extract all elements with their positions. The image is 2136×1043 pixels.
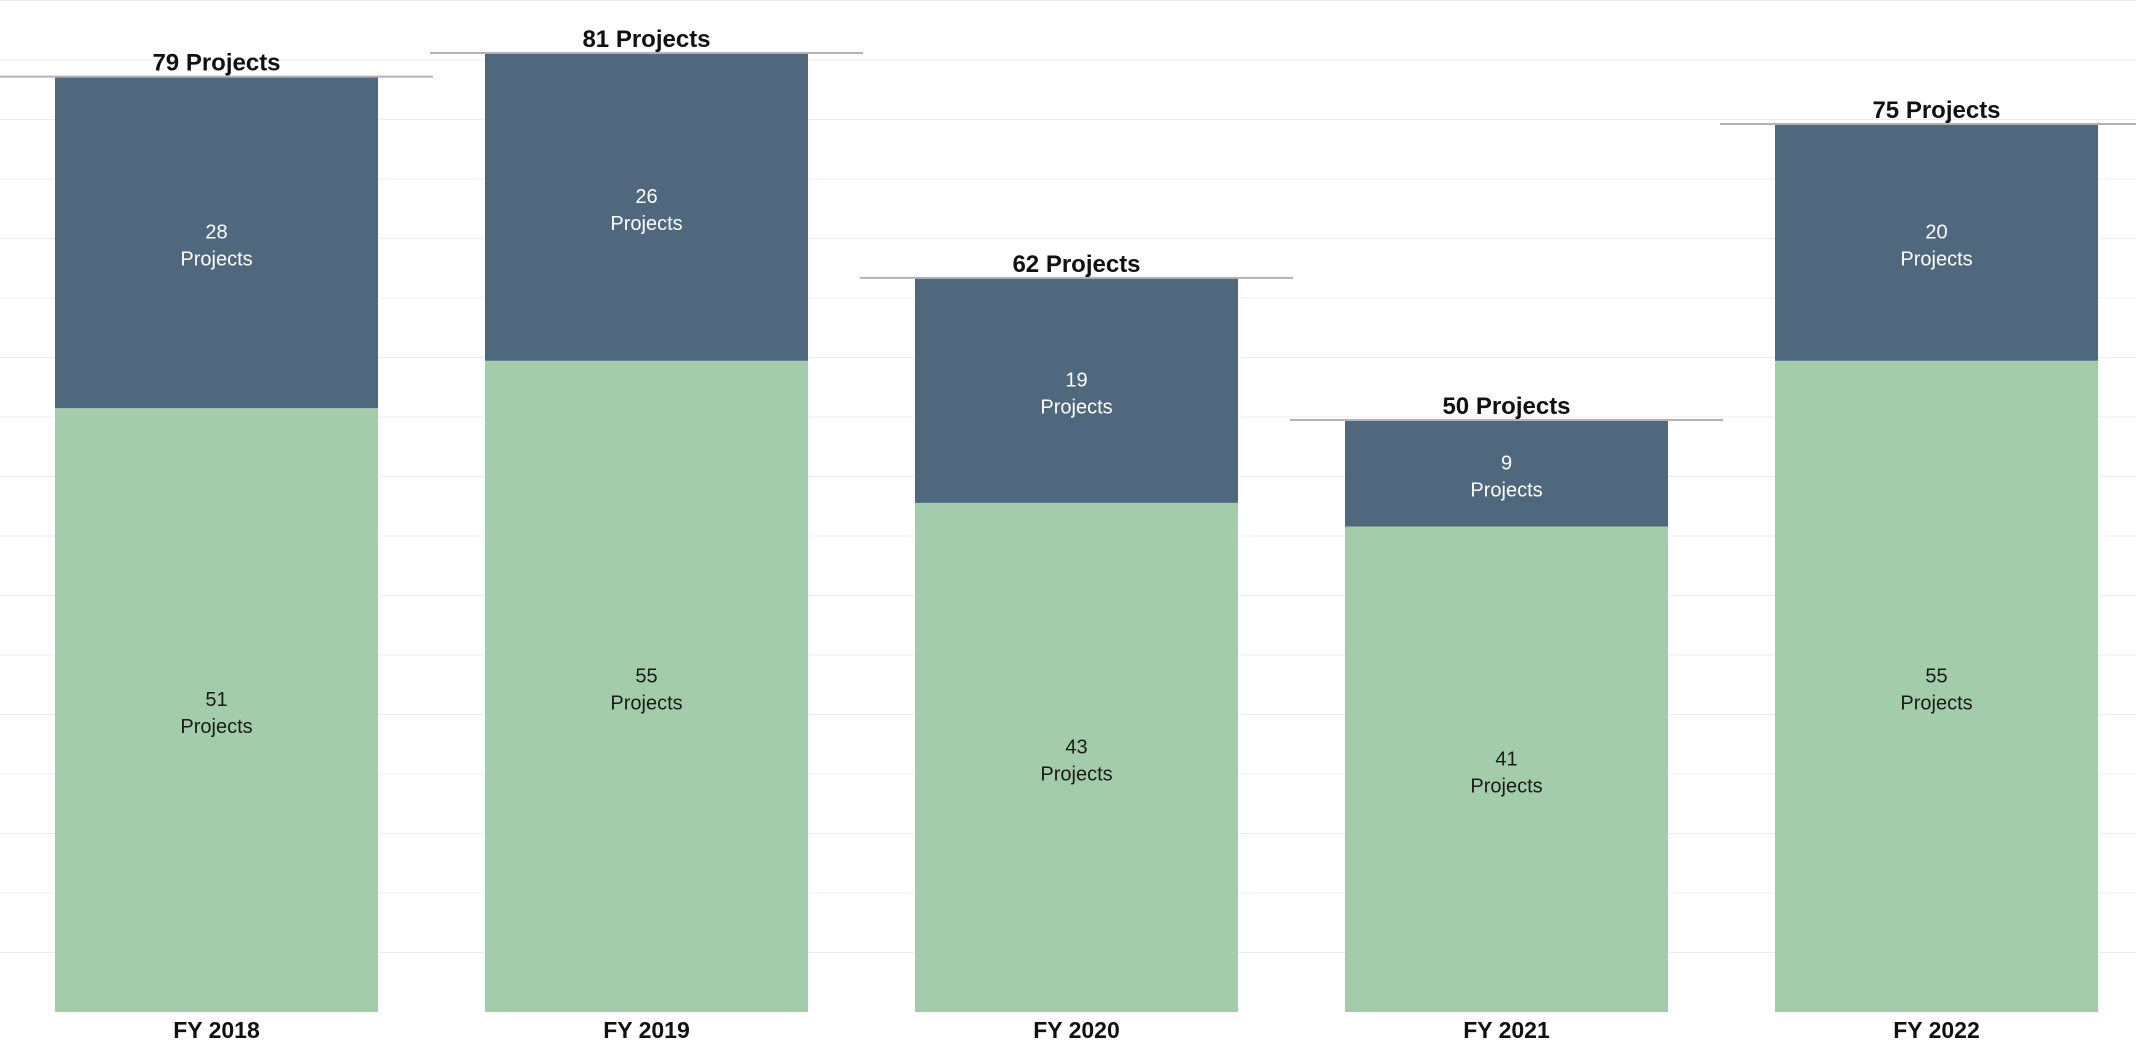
bar-segment-fy-2022-lower [1775,360,2098,1012]
segment-unit-label: Projects [1900,692,1972,714]
total-label: 62 Projects [1012,251,1140,278]
bar-segment-fy-2020-lower [915,502,1238,1012]
labels: 51 Projects 28 Projects 79 Projects FY 2018 55… [0,26,2136,1043]
total-label: 81 Projects [582,26,710,53]
segment-unit-label: Projects [610,692,682,714]
bars [55,52,2098,1012]
segment-unit-label: Projects [610,213,682,235]
bar-segment-fy-2019-lower [485,360,808,1012]
segment-unit-label: Projects [180,248,252,270]
segment-value-label: 51 [205,689,227,711]
bar-segment-fy-2022-upper [1775,124,2098,361]
bar-segment-fy-2018-lower [55,408,378,1012]
total-label: 50 Projects [1442,393,1570,420]
total-label: 75 Projects [1872,97,2000,124]
bar-segment-fy-2021-lower [1345,526,1668,1012]
total-label: 79 Projects [152,50,280,77]
segment-value-label: 28 [205,221,227,243]
segment-value-label: 43 [1065,736,1087,758]
segment-unit-label: Projects [1470,479,1542,501]
segment-unit-label: Projects [1900,248,1972,270]
bar-segment-fy-2020-upper [915,277,1238,503]
segment-value-label: 26 [635,186,657,208]
segment-unit-label: Projects [180,716,252,738]
segment-value-label: 9 [1501,452,1512,474]
segment-value-label: 55 [635,665,657,687]
bar-segment-fy-2018-upper [55,76,378,409]
bar-segment-fy-2021-upper [1345,420,1668,527]
segment-unit-label: Projects [1040,396,1112,418]
segment-value-label: 41 [1495,748,1517,770]
segment-unit-label: Projects [1040,763,1112,785]
segment-value-label: 20 [1925,221,1947,243]
category-label: FY 2019 [603,1017,690,1043]
bar-segment-fy-2019-upper [485,52,808,361]
category-label: FY 2018 [173,1017,260,1043]
category-label: FY 2020 [1033,1017,1120,1043]
segment-unit-label: Projects [1470,775,1542,797]
category-label: FY 2021 [1463,1017,1550,1043]
segment-value-label: 19 [1065,369,1087,391]
segment-value-label: 55 [1925,665,1947,687]
category-label: FY 2022 [1893,1017,1980,1043]
